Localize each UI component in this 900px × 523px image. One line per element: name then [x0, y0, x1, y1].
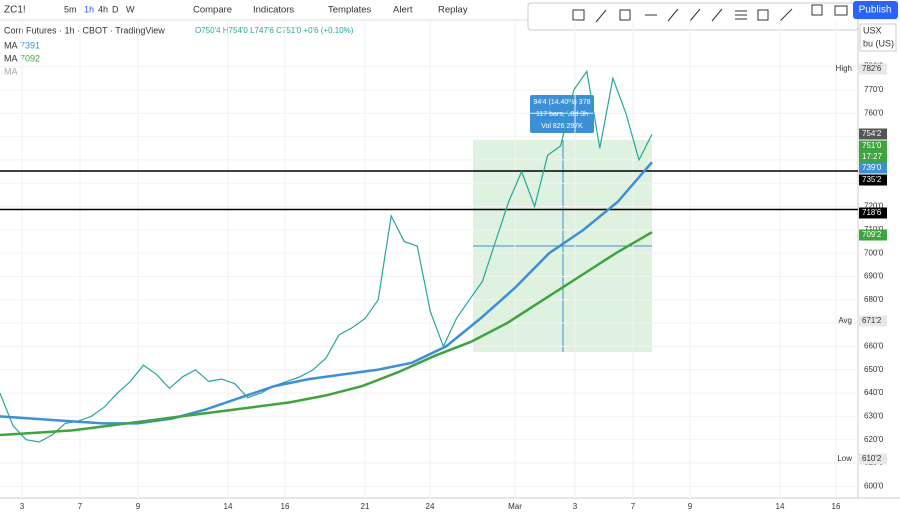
x-tick-label: 14 [776, 502, 785, 511]
interval[interactable]: 4h [98, 4, 108, 14]
legend-ma: MA [4, 40, 18, 50]
moving-average [0, 161, 653, 425]
publish-button[interactable] [853, 1, 898, 19]
x-tick-label: 7 [78, 502, 83, 511]
drawing-icons [572, 4, 848, 23]
x-tick-label: 16 [832, 502, 841, 511]
price-tag-time: 17:27 [862, 152, 883, 161]
x-tick-label: 7 [631, 502, 636, 511]
x-tick-label: 24 [426, 502, 435, 511]
x-tick-label: 9 [136, 502, 141, 511]
price-tag [859, 174, 887, 186]
price-tag [859, 315, 887, 327]
price-tag-value: 782'6 [862, 64, 882, 73]
legend-ma-value: 7092 [20, 53, 40, 63]
interval[interactable]: 5m [64, 4, 77, 14]
price-tag [859, 128, 887, 140]
legend-ohlc: O750'4 H754'0 L747'6 C751'0 +0'6 (+0.10%… [195, 26, 354, 35]
price-tag [859, 162, 887, 174]
toolbar-button[interactable]: Replay [438, 5, 468, 16]
x-tick-label: 9 [688, 502, 693, 511]
y-tick-label: 710'0 [864, 225, 884, 234]
toolbar-button[interactable]: Templates [328, 5, 372, 16]
x-tick-label: 3 [573, 502, 578, 511]
moving-average [0, 231, 653, 437]
price-tag-value: 671'2 [862, 316, 882, 325]
interval[interactable]: D [112, 4, 119, 14]
y-tick-label: 660'0 [864, 342, 884, 351]
legend-ma: MA [4, 66, 18, 76]
y-tick-label: 650'0 [864, 365, 884, 374]
y-tick-label: 700'0 [864, 248, 884, 257]
price-tag-value: 754'2 [862, 129, 882, 138]
price-tag [859, 229, 887, 241]
x-tick-label: 14 [224, 502, 233, 511]
x-tick-label: 16 [281, 502, 290, 511]
toolbar-button[interactable]: Compare [193, 5, 232, 16]
drawing-toolbar [527, 2, 859, 31]
y-tick-label: 680'0 [864, 295, 884, 304]
price-tag-value: 718'6 [862, 208, 882, 217]
price-tag [859, 140, 887, 163]
currency[interactable]: USX [863, 25, 882, 35]
unit[interactable]: bu (US) [863, 38, 894, 48]
interval[interactable]: W [126, 4, 135, 14]
price-tag [859, 63, 887, 75]
x-tick-label: 3 [20, 502, 25, 511]
price-tag-value: 610'2 [862, 454, 882, 463]
y-tick-label: 600'0 [864, 481, 884, 490]
price-tag-label: Low [837, 454, 852, 463]
y-tick-label: 720'0 [864, 202, 884, 211]
measure-tooltip [530, 95, 594, 133]
symbol[interactable]: ZC1! [4, 5, 26, 16]
measure-text: 94'4 (14.40%) 378 [534, 99, 591, 106]
x-tick-label: Mar [508, 502, 522, 511]
price-tag [859, 207, 887, 219]
price-tag-value: 751'0 [862, 141, 882, 150]
interval[interactable]: 1h [84, 4, 94, 14]
legend-ma: MA [4, 53, 18, 63]
legend-ma-value: 7391 [20, 40, 40, 50]
y-tick-label: 760'0 [864, 108, 884, 117]
toolbar-button[interactable]: Alert [393, 5, 413, 16]
price-tag [859, 453, 887, 465]
toolbar-button[interactable]: Indicators [253, 5, 294, 16]
price-axis [858, 20, 900, 498]
price-tag-value: 735'2 [862, 175, 882, 184]
legend-title: Corn Futures · 1h · CBOT · TradingView [4, 25, 165, 35]
x-tick-label: 21 [361, 502, 370, 511]
y-tick-label: 770'0 [864, 85, 884, 94]
currency-box[interactable] [859, 23, 897, 52]
price-line [0, 69, 653, 443]
y-tick-label: 620'0 [864, 435, 884, 444]
y-tick-label: 690'0 [864, 272, 884, 281]
y-tick-label: 630'0 [864, 411, 884, 420]
measure-text: 117 bars, 10d 3h [536, 111, 588, 118]
price-tag-value: 709'2 [862, 230, 882, 239]
price-tag-label: High [836, 64, 852, 73]
measure-text: Vol 826.297K [541, 123, 583, 130]
price-tag-value: 739'0 [862, 163, 882, 172]
y-tick-label: 640'0 [864, 388, 884, 397]
price-tag-label: Avg [838, 316, 852, 325]
publish-label[interactable]: Publish [859, 5, 892, 16]
